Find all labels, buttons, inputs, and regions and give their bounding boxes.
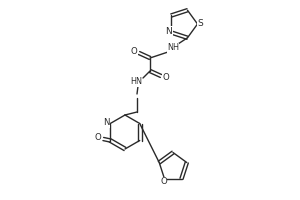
Text: NH: NH [167,44,179,52]
Text: HN: HN [130,77,142,86]
Text: O: O [160,177,167,186]
Text: O: O [95,133,102,142]
Text: O: O [130,47,137,56]
Text: S: S [198,20,203,28]
Text: N: N [103,118,110,127]
Text: N: N [165,27,172,36]
Text: O: O [163,72,170,82]
